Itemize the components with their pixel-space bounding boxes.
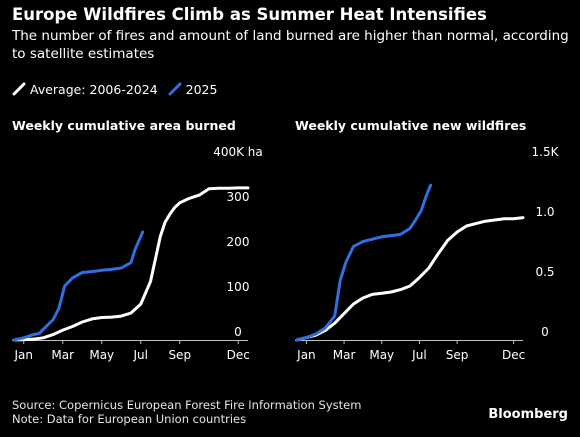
fires-x-tick-label-5: Dec: [502, 348, 525, 362]
fires-x-tick-label-4: Sep: [446, 348, 469, 362]
area-x-tick-label-1: Mar: [51, 348, 74, 362]
panel-title-new-wildfires: Weekly cumulative new wildfires: [295, 118, 527, 133]
fires-y-tick-label-1: 0.5: [535, 265, 554, 279]
chart-title: Europe Wildfires Climb as Summer Heat In…: [12, 5, 487, 24]
area-y-tick-label-2: 200: [227, 235, 250, 249]
area-x-tick-label-4: Sep: [168, 348, 191, 362]
legend: Average: 2006-2024 2025: [12, 80, 227, 98]
area-x-tick-label-0: Jan: [14, 348, 34, 362]
area-y-tick-label-1: 100: [227, 280, 250, 294]
area-x-tick-label-5: Dec: [227, 348, 250, 362]
fires-x-tick-label-1: Mar: [333, 348, 356, 362]
chart-subtitle: The number of fires and amount of land b…: [12, 28, 569, 62]
area-y-tick-label-3: 300: [227, 190, 250, 204]
area-x-tick-label-3: Jul: [133, 348, 148, 362]
fires-series-line-2025: [295, 183, 433, 342]
fires-x-tick-label-0: Jan: [296, 348, 316, 362]
area-x-tick-label-2: May: [89, 348, 114, 362]
fires-x-tick-label-3: Jul: [411, 348, 426, 362]
bloomberg-logo: Bloomberg: [488, 407, 568, 422]
area-series-line-2025: [12, 230, 145, 342]
legend-label-average: Average: 2006-2024: [30, 81, 158, 97]
legend-item-average: Average: 2006-2024: [12, 82, 158, 97]
area-y-tick-label-4: 400K ha: [213, 145, 263, 159]
fires-x-tick-label-2: May: [369, 348, 394, 362]
fires-series-line-average: [295, 216, 525, 342]
legend-swatch-2025: [168, 82, 182, 96]
source-note: Source: Copernicus European Forest Fire …: [12, 398, 362, 412]
fires-y-tick-label-0: 0: [541, 325, 549, 339]
area-y-tick-label-0: 0: [234, 325, 242, 339]
fires-y-tick-label-2: 1.0: [535, 205, 554, 219]
legend-swatch-average: [12, 82, 26, 96]
area-series-line-average: [12, 186, 250, 342]
legend-label-2025: 2025: [185, 81, 218, 97]
panel-title-area-burned: Weekly cumulative area burned: [12, 118, 236, 133]
data-note: Note: Data for European Union countries: [12, 412, 247, 426]
fires-y-tick-label-3: 1.5K: [532, 145, 560, 159]
legend-item-2025: 2025: [168, 81, 218, 97]
